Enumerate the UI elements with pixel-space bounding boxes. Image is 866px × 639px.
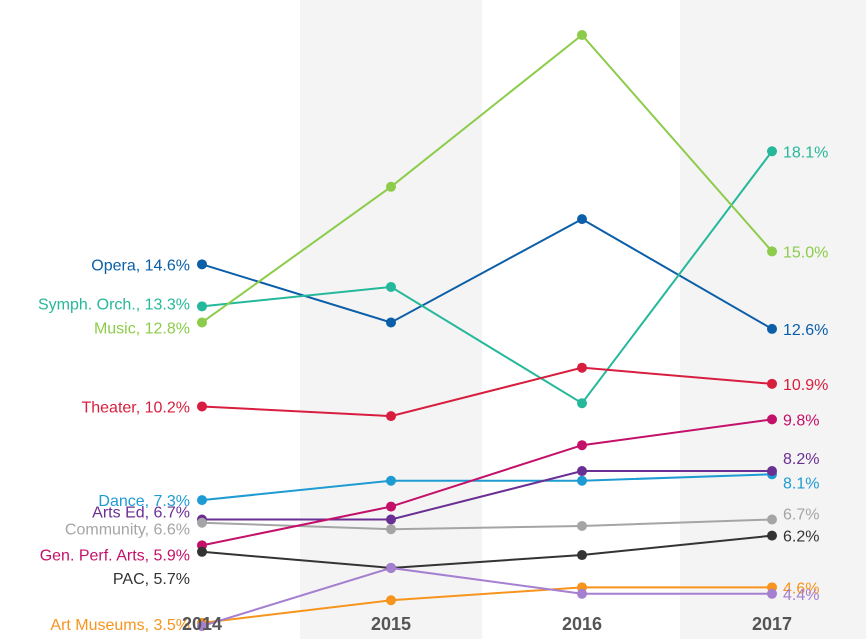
start-label-gen-perf-arts: Gen. Perf. Arts, 5.9% <box>40 547 190 564</box>
data-point-theater-2016 <box>577 362 587 373</box>
data-point-community-2014 <box>197 517 207 528</box>
data-point-theater-2017 <box>767 378 777 389</box>
end-label-theater: 10.9% <box>783 377 828 394</box>
data-point-pac-2014 <box>197 546 207 557</box>
data-point-art-museums-2015 <box>386 595 396 606</box>
data-point-theater-2015 <box>386 411 396 422</box>
data-point-oth-museums-2017 <box>767 588 777 599</box>
x-tick-2017: 2017 <box>752 614 792 634</box>
end-label-arts-ed: 8.2% <box>783 451 819 468</box>
start-label-opera: Opera, 14.6% <box>91 257 190 274</box>
data-point-music-2017 <box>767 246 777 257</box>
series-line-theater <box>201 366 773 418</box>
data-point-gen-perf-arts-2016 <box>577 440 587 451</box>
end-label-dance: 8.1% <box>783 475 819 492</box>
start-label-pac: PAC, 5.7% <box>113 571 190 588</box>
data-point-symph-orch-2014 <box>197 301 207 312</box>
data-point-oth-museums-2015 <box>386 562 396 573</box>
data-point-arts-ed-2015 <box>386 514 396 525</box>
data-point-dance-2016 <box>577 475 587 486</box>
start-label-arts-ed: Arts Ed, 6.7% <box>92 505 190 522</box>
start-label-dance: Dance, 7.3% <box>98 493 190 510</box>
series-points <box>197 30 777 632</box>
data-point-symph-orch-2017 <box>767 146 777 157</box>
series-line-opera <box>201 217 773 330</box>
data-point-symph-orch-2015 <box>386 281 396 292</box>
data-point-opera-2017 <box>767 323 777 334</box>
start-label-music: Music, 12.8% <box>94 320 190 337</box>
x-tick-2014: 2014 <box>182 614 222 634</box>
end-label-music: 15.0% <box>783 244 828 261</box>
data-point-pac-2017 <box>767 530 777 541</box>
data-point-opera-2015 <box>386 317 396 328</box>
data-point-opera-2014 <box>197 259 207 270</box>
data-point-symph-orch-2016 <box>577 398 587 409</box>
end-label-opera: 12.6% <box>783 322 828 339</box>
data-point-oth-museums-2014 <box>197 621 207 632</box>
data-point-gen-perf-arts-2017 <box>767 414 777 425</box>
series-line-oth-museums <box>201 566 772 628</box>
series-line-gen-perf-arts <box>201 418 773 547</box>
data-point-pac-2016 <box>577 550 587 561</box>
x-tick-2016: 2016 <box>562 614 602 634</box>
data-point-community-2016 <box>577 520 587 531</box>
data-point-music-2014 <box>197 317 207 328</box>
series-line-pac <box>201 534 773 569</box>
data-point-dance-2015 <box>386 475 396 486</box>
x-tick-2015: 2015 <box>371 614 411 634</box>
x-axis-ticks: 2014 2015 2016 2017 <box>182 614 792 634</box>
data-point-community-2015 <box>386 524 396 535</box>
data-point-dance-2014 <box>197 495 207 506</box>
start-label-art-museums: Art Museums, 3.5% <box>50 617 190 634</box>
start-label-symph-orch: Symph. Orch., 13.3% <box>38 296 190 313</box>
end-label-pac: 6.2% <box>783 529 819 546</box>
end-label-symph-orch: 18.1% <box>783 144 828 161</box>
series-lines <box>201 33 773 628</box>
data-point-oth-museums-2016 <box>577 588 587 599</box>
start-label-community: Community, 6.6% <box>65 522 190 539</box>
start-label-theater: Theater, 10.2% <box>81 399 190 416</box>
data-point-opera-2016 <box>577 214 587 225</box>
series-line-symph-orch <box>201 150 773 405</box>
data-point-gen-perf-arts-2015 <box>386 501 396 512</box>
data-point-community-2017 <box>767 514 777 525</box>
series-line-dance <box>201 473 773 502</box>
data-point-theater-2014 <box>197 401 207 412</box>
series-line-art-museums <box>201 586 772 624</box>
data-point-arts-ed-2016 <box>577 466 587 477</box>
end-label-community: 6.7% <box>783 507 819 524</box>
data-point-music-2015 <box>386 181 396 192</box>
end-label-gen-perf-arts: 9.8% <box>783 412 819 429</box>
series-line-arts-ed <box>202 470 772 521</box>
series-labels: Opera, 14.6% 12.6% Symph. Orch., 13.3% 18.1… <box>38 144 828 634</box>
data-point-music-2016 <box>577 30 587 40</box>
end-label-art-museums: 4.6% <box>783 580 819 597</box>
data-point-arts-ed-2017 <box>767 466 777 477</box>
series-line-music <box>201 33 773 324</box>
end-label-oth-museums: 4.4% <box>783 587 819 604</box>
